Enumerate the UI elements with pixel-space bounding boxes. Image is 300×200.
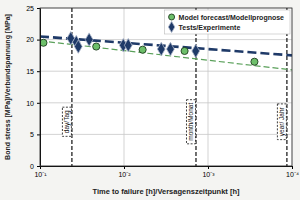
x-axis-line [41,167,293,170]
point [167,42,175,55]
legend-box [165,10,290,34]
y-axis-title: Bond stress [MPa]/Verbundspannung [MPa] [4,14,12,160]
y-tick-mark [37,8,40,9]
x-tick-mark [124,166,125,169]
x-tick-label: 10⁻⁴ [286,171,299,178]
annotation-box [277,104,286,140]
y-tick-label: 25 [26,5,34,12]
annotation-box [186,100,195,144]
point [93,43,100,50]
y-tick-mark [37,71,40,72]
x-tick-mark [292,166,293,169]
x-tick-label: 10⁻² [118,171,131,178]
y-axis: 0 5 10 15 20 25 [26,5,40,170]
annotation-label: year/ Jahr [278,106,286,136]
plot: day/Tag month/Monat year/ Jahr 10⁻¹ 10⁻² 10⁻³… [26,5,299,178]
legend-entry: Model forecast/Modellprognose [169,14,284,22]
legend-entry: Tests/Experimente [168,21,240,32]
y-tick: 15 [26,68,40,75]
y-tick: 10 [26,100,40,107]
point-shape [124,39,132,52]
legend: Model forecast/Modellprognose Tests/Exper… [165,10,290,34]
point-shape [167,42,175,55]
annotation: year/ Jahr [277,104,286,140]
legend-marker [169,14,175,20]
y-tick-label: 0 [30,163,34,170]
x-tick: 10⁻³ [202,166,215,178]
annotation-box [62,107,71,136]
x-axis: 10⁻¹ 10⁻² 10⁻³ 10⁻⁴ [34,166,298,178]
x-tick-mark [208,166,209,169]
annotation-line [71,8,72,166]
annotation: day/Tag [62,107,71,136]
point [74,40,82,53]
x-tick: 10⁻² [118,166,131,178]
grid-line-x [124,8,125,166]
grid-line-y [40,71,292,72]
point-shape [181,47,188,54]
point-shape [251,58,258,65]
point [139,46,146,53]
grid-line-y [40,134,292,135]
legend-marker [168,21,174,32]
point-shape [40,39,47,46]
y-tick-mark [37,103,40,104]
y-tick: 20 [26,36,40,43]
chart: day/Tag month/Monat year/ Jahr 10⁻¹ 10⁻² 10⁻³… [0,0,300,200]
marks [40,8,292,166]
y-tick-label: 10 [26,100,34,107]
legend-label: Tests/Experimente [179,24,241,32]
point-shape [85,33,93,46]
point [124,39,132,52]
point [157,42,165,55]
y-tick-label: 15 [26,68,34,75]
grid [40,8,292,166]
annotation: month/Monat [186,100,195,144]
plot-frame [40,8,292,166]
annotation-label: day/Tag [63,110,71,133]
x-tick: 10⁻⁴ [286,166,299,178]
y-tick: 25 [26,5,40,12]
plot-background [40,8,292,166]
y-tick: 0 [30,163,40,170]
point [192,44,200,57]
grid-line-y [40,102,292,103]
y-tick-label: 5 [30,131,34,138]
point-shape [93,43,100,50]
point [181,47,188,54]
annotation-label: month/Monat [187,103,194,141]
point [85,33,93,46]
point-shape [157,42,165,55]
point [251,58,258,65]
y-tick-mark [37,166,40,167]
y-tick-mark [37,134,40,135]
y-tick-label: 20 [26,36,34,43]
point [40,39,47,46]
x-tick-label: 10⁻³ [202,171,215,178]
point-shape [74,40,82,53]
point-shape [192,44,200,57]
x-tick-label: 10⁻¹ [34,171,47,178]
legend-label: Model forecast/Modellprognose [179,14,285,22]
point-shape [139,46,146,53]
x-axis-title: Time to failure [h]/Versagenszeitpunkt [… [93,187,240,196]
x-tick: 10⁻¹ [34,166,47,178]
y-tick: 5 [30,131,40,138]
y-tick-mark [37,40,40,41]
